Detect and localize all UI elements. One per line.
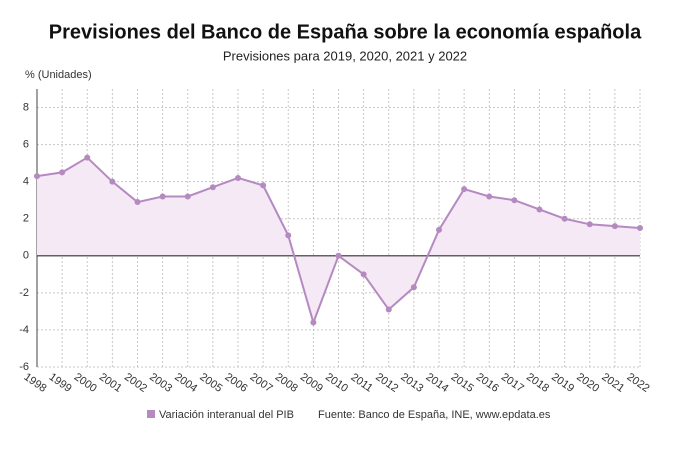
point [184, 193, 191, 200]
source: Fuente: Banco de España, INE, www.epdata… [318, 409, 551, 421]
x-tick-label: 2004 [172, 371, 199, 395]
point [159, 193, 166, 200]
x-tick-label: 2002 [122, 371, 149, 395]
y-tick-label: 2 [23, 213, 29, 225]
y-tick-label: -4 [19, 324, 29, 336]
legend-swatch [147, 410, 155, 418]
point [134, 199, 141, 206]
x-tick-label: 2001 [97, 371, 124, 395]
x-tick-label: 1998 [22, 371, 49, 395]
point [611, 223, 618, 230]
x-tick-label: 2015 [449, 371, 476, 395]
point [561, 215, 568, 222]
point [209, 184, 216, 191]
x-tick-label: 2014 [424, 371, 451, 395]
point [436, 226, 442, 233]
point [385, 306, 392, 313]
legend-label: Variación interanual del PIB [159, 409, 294, 421]
chart-subtitle: Previsiones para 2019, 2020, 2021 y 2022 [223, 48, 467, 63]
x-tick-label: 1999 [47, 371, 74, 395]
point [285, 232, 292, 239]
point [235, 174, 241, 181]
x-tick-label: 2019 [549, 371, 576, 395]
point [109, 178, 116, 185]
x-tick-label: 2003 [147, 371, 174, 395]
point [486, 193, 493, 200]
y-tick-label: 4 [23, 176, 29, 188]
x-tick-label: 2018 [524, 371, 551, 395]
x-tick-label: 2020 [574, 371, 601, 395]
y-axis-label: % (Unidades) [25, 69, 92, 81]
x-tick-label: 2006 [223, 371, 250, 395]
x-tick-label: 2008 [273, 371, 300, 395]
x-tick-label: 2012 [373, 371, 400, 395]
point [360, 271, 367, 278]
point [461, 186, 468, 193]
x-tick-label: 2007 [248, 371, 275, 395]
chart-title: Previsiones del Banco de España sobre la… [49, 21, 642, 43]
x-tick-label: 2016 [474, 371, 501, 395]
x-tick-label: 2000 [72, 371, 99, 395]
y-tick-label: -2 [19, 287, 29, 299]
x-tick-label: 2013 [398, 371, 425, 395]
y-tick-label: 0 [23, 250, 29, 262]
point [586, 221, 593, 228]
point [84, 154, 91, 161]
x-tick-label: 2021 [599, 371, 626, 395]
point [335, 252, 342, 259]
point [260, 182, 267, 189]
point [511, 197, 518, 204]
x-tick-label: 2009 [298, 371, 325, 395]
y-tick-label: 6 [23, 139, 29, 151]
x-tick-label: 2011 [349, 371, 375, 394]
point [34, 173, 40, 180]
point [310, 319, 317, 326]
point [59, 169, 66, 176]
x-tick-label: 2010 [323, 371, 350, 395]
y-tick-label: 8 [23, 101, 29, 113]
x-tick-label: 2005 [197, 371, 224, 395]
point [410, 284, 417, 291]
point [536, 206, 543, 213]
y-tick-label: -6 [19, 361, 29, 373]
x-tick-label: 2017 [499, 371, 526, 395]
x-tick-label: 2022 [625, 371, 652, 395]
point [637, 225, 643, 231]
